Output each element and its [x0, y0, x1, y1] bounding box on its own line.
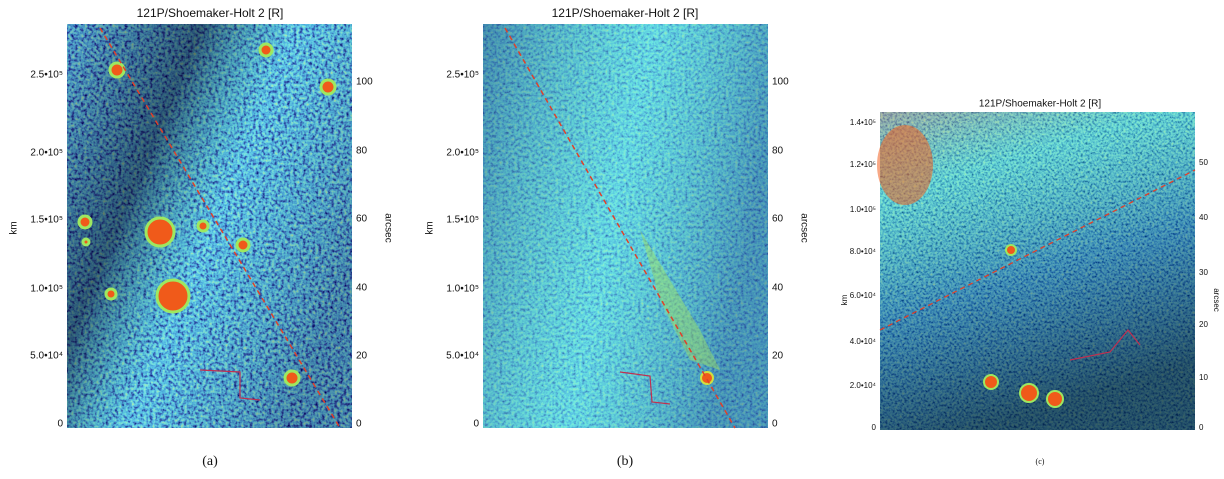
y2-tick-label: 0 — [1199, 423, 1204, 432]
y2-tick-label: 60 — [772, 214, 784, 225]
y2-tick-label: 20 — [1199, 320, 1208, 329]
y2-tick-label: 80 — [356, 146, 368, 157]
panel-b-image — [483, 24, 768, 429]
panel-caption: (b) — [617, 454, 634, 469]
y2-tick-label: 20 — [772, 351, 784, 362]
y-tick-label: 4.0•10⁴ — [850, 337, 877, 346]
y2-tick-label: 0 — [356, 419, 362, 430]
y2-tick-label: 80 — [772, 146, 784, 157]
panel: 121P/Shoemaker-Holt 2 [R] km arcsec (c) 1.4•… — [840, 99, 1221, 466]
y-tick-label: 1.0•10⁵ — [446, 284, 479, 295]
axis-label: km — [9, 221, 20, 234]
y-tick-label: 2.0•10⁵ — [446, 148, 479, 159]
y-tick-label: 0 — [57, 419, 63, 430]
y-tick-label: 1.0•10⁵ — [30, 284, 63, 295]
axis-label: km — [425, 221, 436, 234]
y2-tick-label: 100 — [772, 77, 789, 88]
y-tick-label: 0 — [473, 419, 479, 430]
y2-tick-label: 10 — [1199, 373, 1208, 382]
y-tick-label: 1.0•10⁵ — [850, 205, 876, 214]
y2-tick-label: 0 — [772, 419, 778, 430]
y2-tick-label: 30 — [1199, 268, 1208, 277]
axis-label: arcsec — [382, 213, 393, 242]
y-tick-label: 5.0•10⁴ — [30, 351, 63, 362]
panel-title: 121P/Shoemaker-Holt 2 [R] — [137, 6, 284, 20]
y-tick-label: 1.5•10⁵ — [30, 215, 63, 226]
y-tick-label: 2.0•10⁴ — [850, 381, 877, 390]
axis-label: arcsec — [1212, 288, 1221, 312]
panel-caption: (c) — [1036, 457, 1045, 466]
y-tick-label: 1.5•10⁵ — [446, 215, 479, 226]
y-tick-label: 1.4•10⁵ — [850, 118, 876, 127]
panel-caption: (a) — [202, 454, 218, 469]
axis-label: arcsec — [798, 213, 809, 242]
y-tick-label: 1.2•10⁵ — [850, 160, 876, 169]
y-tick-label: 6.0•10⁴ — [850, 291, 877, 300]
panel-c-image — [877, 112, 1196, 430]
y2-tick-label: 40 — [356, 283, 368, 294]
y-tick-label: 0 — [872, 423, 877, 432]
y-tick-label: 2.5•10⁵ — [30, 70, 63, 81]
panel-title: 121P/Shoemaker-Holt 2 [R] — [979, 99, 1102, 110]
y-tick-label: 2.0•10⁵ — [30, 148, 63, 159]
panel: 121P/Shoemaker-Holt 2 [R] km arcsec (a) 2.5•… — [9, 6, 394, 469]
y2-tick-label: 60 — [356, 214, 368, 225]
panel-title: 121P/Shoemaker-Holt 2 [R] — [552, 6, 699, 20]
y2-tick-label: 40 — [772, 283, 784, 294]
panel: 121P/Shoemaker-Holt 2 [R] km arcsec (b) 2.5•… — [425, 6, 810, 469]
y2-tick-label: 20 — [356, 351, 368, 362]
y2-tick-label: 50 — [1199, 158, 1208, 167]
panel-a-image — [67, 24, 352, 429]
y-tick-label: 5.0•10⁴ — [446, 351, 479, 362]
axis-label: km — [840, 294, 849, 305]
y2-tick-label: 100 — [356, 77, 373, 88]
y-tick-label: 2.5•10⁵ — [446, 70, 479, 81]
y-tick-label: 8.0•10⁴ — [850, 247, 877, 256]
y2-tick-label: 40 — [1199, 213, 1208, 222]
